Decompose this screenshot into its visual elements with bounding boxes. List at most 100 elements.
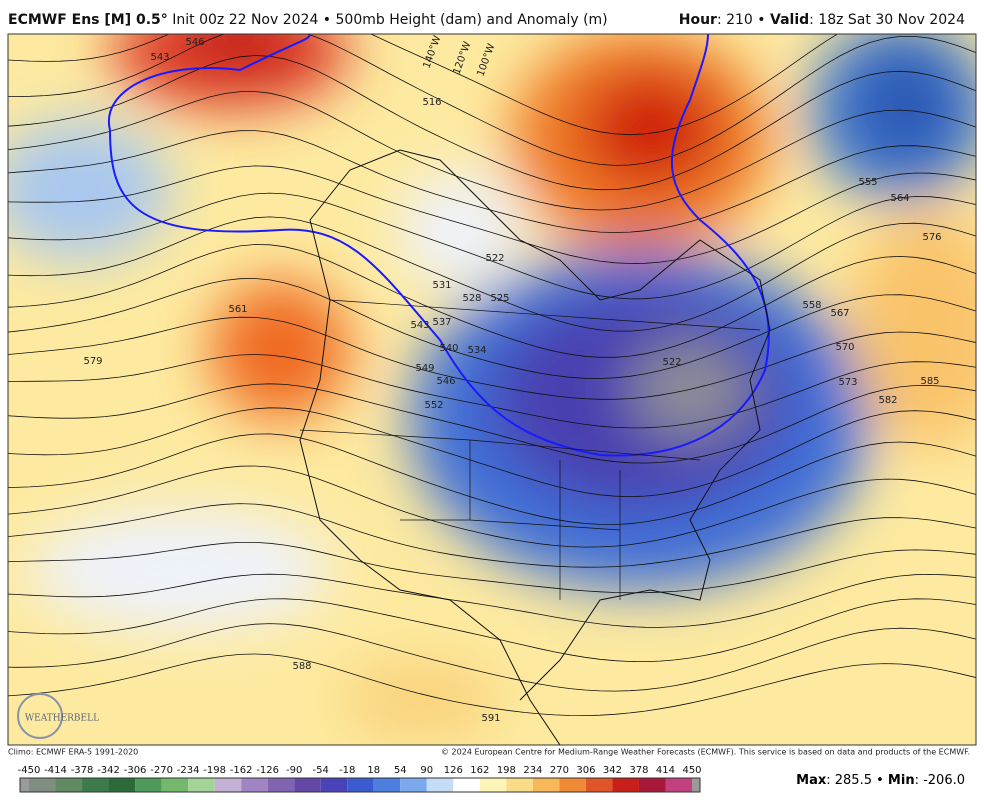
colorbar-segment bbox=[585, 778, 613, 792]
contour-label: 567 bbox=[830, 308, 849, 319]
contour-label: 534 bbox=[467, 345, 486, 356]
contour-line bbox=[8, 573, 976, 628]
map-frame bbox=[7, 33, 977, 746]
contour-line bbox=[8, 34, 839, 136]
colorbar-segment bbox=[29, 778, 56, 792]
subtitle: Init 00z 22 Nov 2024 • 500mb Height (dam… bbox=[172, 12, 607, 28]
colorbar-segment bbox=[506, 778, 533, 792]
colorbar-tick-label: -342 bbox=[97, 765, 120, 776]
colorbar-tick-label: -198 bbox=[203, 765, 226, 776]
colorbar-tick-label: 342 bbox=[603, 765, 622, 776]
colorbar-tick-label: -126 bbox=[256, 765, 279, 776]
colorbar-segment bbox=[294, 778, 321, 792]
contour-label: 591 bbox=[481, 713, 500, 724]
contour-label: 543 bbox=[150, 52, 169, 63]
contour-line bbox=[8, 542, 976, 594]
contour-label: 531 bbox=[432, 280, 451, 291]
colorbar-segment bbox=[214, 778, 242, 792]
colorbar-segment bbox=[665, 778, 692, 792]
copyright: © 2024 European Centre for Medium-Range … bbox=[441, 748, 970, 757]
colorbar-segment bbox=[479, 778, 507, 792]
logo-text: WEATHERBELL bbox=[25, 714, 99, 724]
colorbar-tick-label: 162 bbox=[470, 765, 489, 776]
contour-line bbox=[8, 623, 976, 692]
colorbar-segment bbox=[373, 778, 401, 792]
contour-line bbox=[8, 383, 976, 464]
colorbar-segment bbox=[20, 778, 29, 792]
colorbar-frame bbox=[19, 777, 701, 793]
valid-label: Valid bbox=[770, 12, 809, 28]
colorbar-tick-label: 414 bbox=[656, 765, 675, 776]
colorbar-tick-label: 306 bbox=[576, 765, 595, 776]
max-value: : 285.5 • bbox=[826, 773, 888, 788]
contour-label: 546 bbox=[185, 37, 204, 48]
contour-label: 537 bbox=[432, 317, 451, 328]
contour-label: 525 bbox=[490, 293, 509, 304]
max-label: Max bbox=[796, 773, 827, 788]
contour-line bbox=[8, 91, 976, 211]
colorbar-segment bbox=[453, 778, 480, 792]
height-contours bbox=[8, 34, 976, 717]
colorbar-segment bbox=[108, 778, 136, 792]
contour-label: 579 bbox=[83, 356, 102, 367]
colorbar-tick-label: -54 bbox=[313, 765, 329, 776]
valid-time: Hour: 210 • Valid: 18z Sat 30 Nov 2024 bbox=[679, 12, 965, 28]
model: ECMWF Ens [M] 0.5° bbox=[8, 12, 168, 28]
colorbar-tick-label: -18 bbox=[339, 765, 355, 776]
contour-label: 588 bbox=[292, 661, 311, 672]
contour-line bbox=[8, 34, 976, 166]
contour-line bbox=[8, 598, 976, 663]
hour-value: : 210 • bbox=[717, 12, 770, 28]
valid-value: : 18z Sat 30 Nov 2024 bbox=[809, 12, 965, 28]
colorbar-tick-label: -378 bbox=[71, 765, 94, 776]
hour-label: Hour bbox=[679, 12, 717, 28]
colorbar-tick-label: -90 bbox=[286, 765, 302, 776]
contour-line bbox=[8, 278, 976, 379]
map: 543 546 516 561 579 522 525 528 531 534 537 540 543 5… bbox=[8, 34, 976, 745]
contour-label: 585 bbox=[920, 376, 939, 387]
colorbar-tick-label: 234 bbox=[523, 765, 542, 776]
contour-label: 558 bbox=[802, 300, 821, 311]
logo-mark bbox=[17, 693, 63, 739]
contour-label: 561 bbox=[228, 304, 247, 315]
colorbar-segment bbox=[612, 778, 639, 792]
colorbar-tick-label: -162 bbox=[230, 765, 253, 776]
contour-label: 564 bbox=[890, 193, 909, 204]
colorbar-tick-label: 90 bbox=[420, 765, 433, 776]
contour-line bbox=[8, 354, 976, 429]
colorbar-segment bbox=[692, 778, 700, 792]
colorbar-tick-label: 378 bbox=[629, 765, 648, 776]
colorbar-segment bbox=[188, 778, 215, 792]
colorbar-segment bbox=[347, 778, 374, 792]
colorbar: -450 -414 -378 -342 -306 -270 -234 -198 -162 -126… bbox=[18, 765, 702, 793]
contour-line bbox=[8, 165, 976, 264]
colorbar-tick-label: 270 bbox=[550, 765, 569, 776]
contour-line bbox=[8, 653, 976, 717]
contour-line bbox=[8, 130, 976, 233]
contour-line bbox=[8, 433, 976, 525]
contour-label: 528 bbox=[462, 293, 481, 304]
colorbar-tick-label: 198 bbox=[497, 765, 516, 776]
borders bbox=[299, 299, 761, 600]
contour-label: 555 bbox=[858, 177, 877, 188]
colorbar-segment bbox=[532, 778, 560, 792]
contour-label: 573 bbox=[838, 377, 857, 388]
min-label: Min bbox=[888, 773, 915, 788]
contour-label: 570 bbox=[835, 342, 854, 353]
contour-line bbox=[8, 407, 976, 498]
coastline bbox=[299, 149, 771, 745]
highlight-contour bbox=[107, 34, 770, 457]
colorbar-tick-label: -414 bbox=[44, 765, 67, 776]
colorbar-tick-label: -306 bbox=[124, 765, 147, 776]
colorbar-segment bbox=[135, 778, 162, 792]
colorbar-segment bbox=[400, 778, 427, 792]
colorbar-tick-label: -234 bbox=[177, 765, 200, 776]
contour-line bbox=[8, 244, 976, 358]
contour-line bbox=[8, 216, 976, 332]
colorbar-tick-label: -270 bbox=[150, 765, 173, 776]
contour-label: 546 bbox=[436, 376, 455, 387]
contour-label: 543 bbox=[410, 320, 429, 331]
colorbar-tick-label: 18 bbox=[367, 765, 380, 776]
